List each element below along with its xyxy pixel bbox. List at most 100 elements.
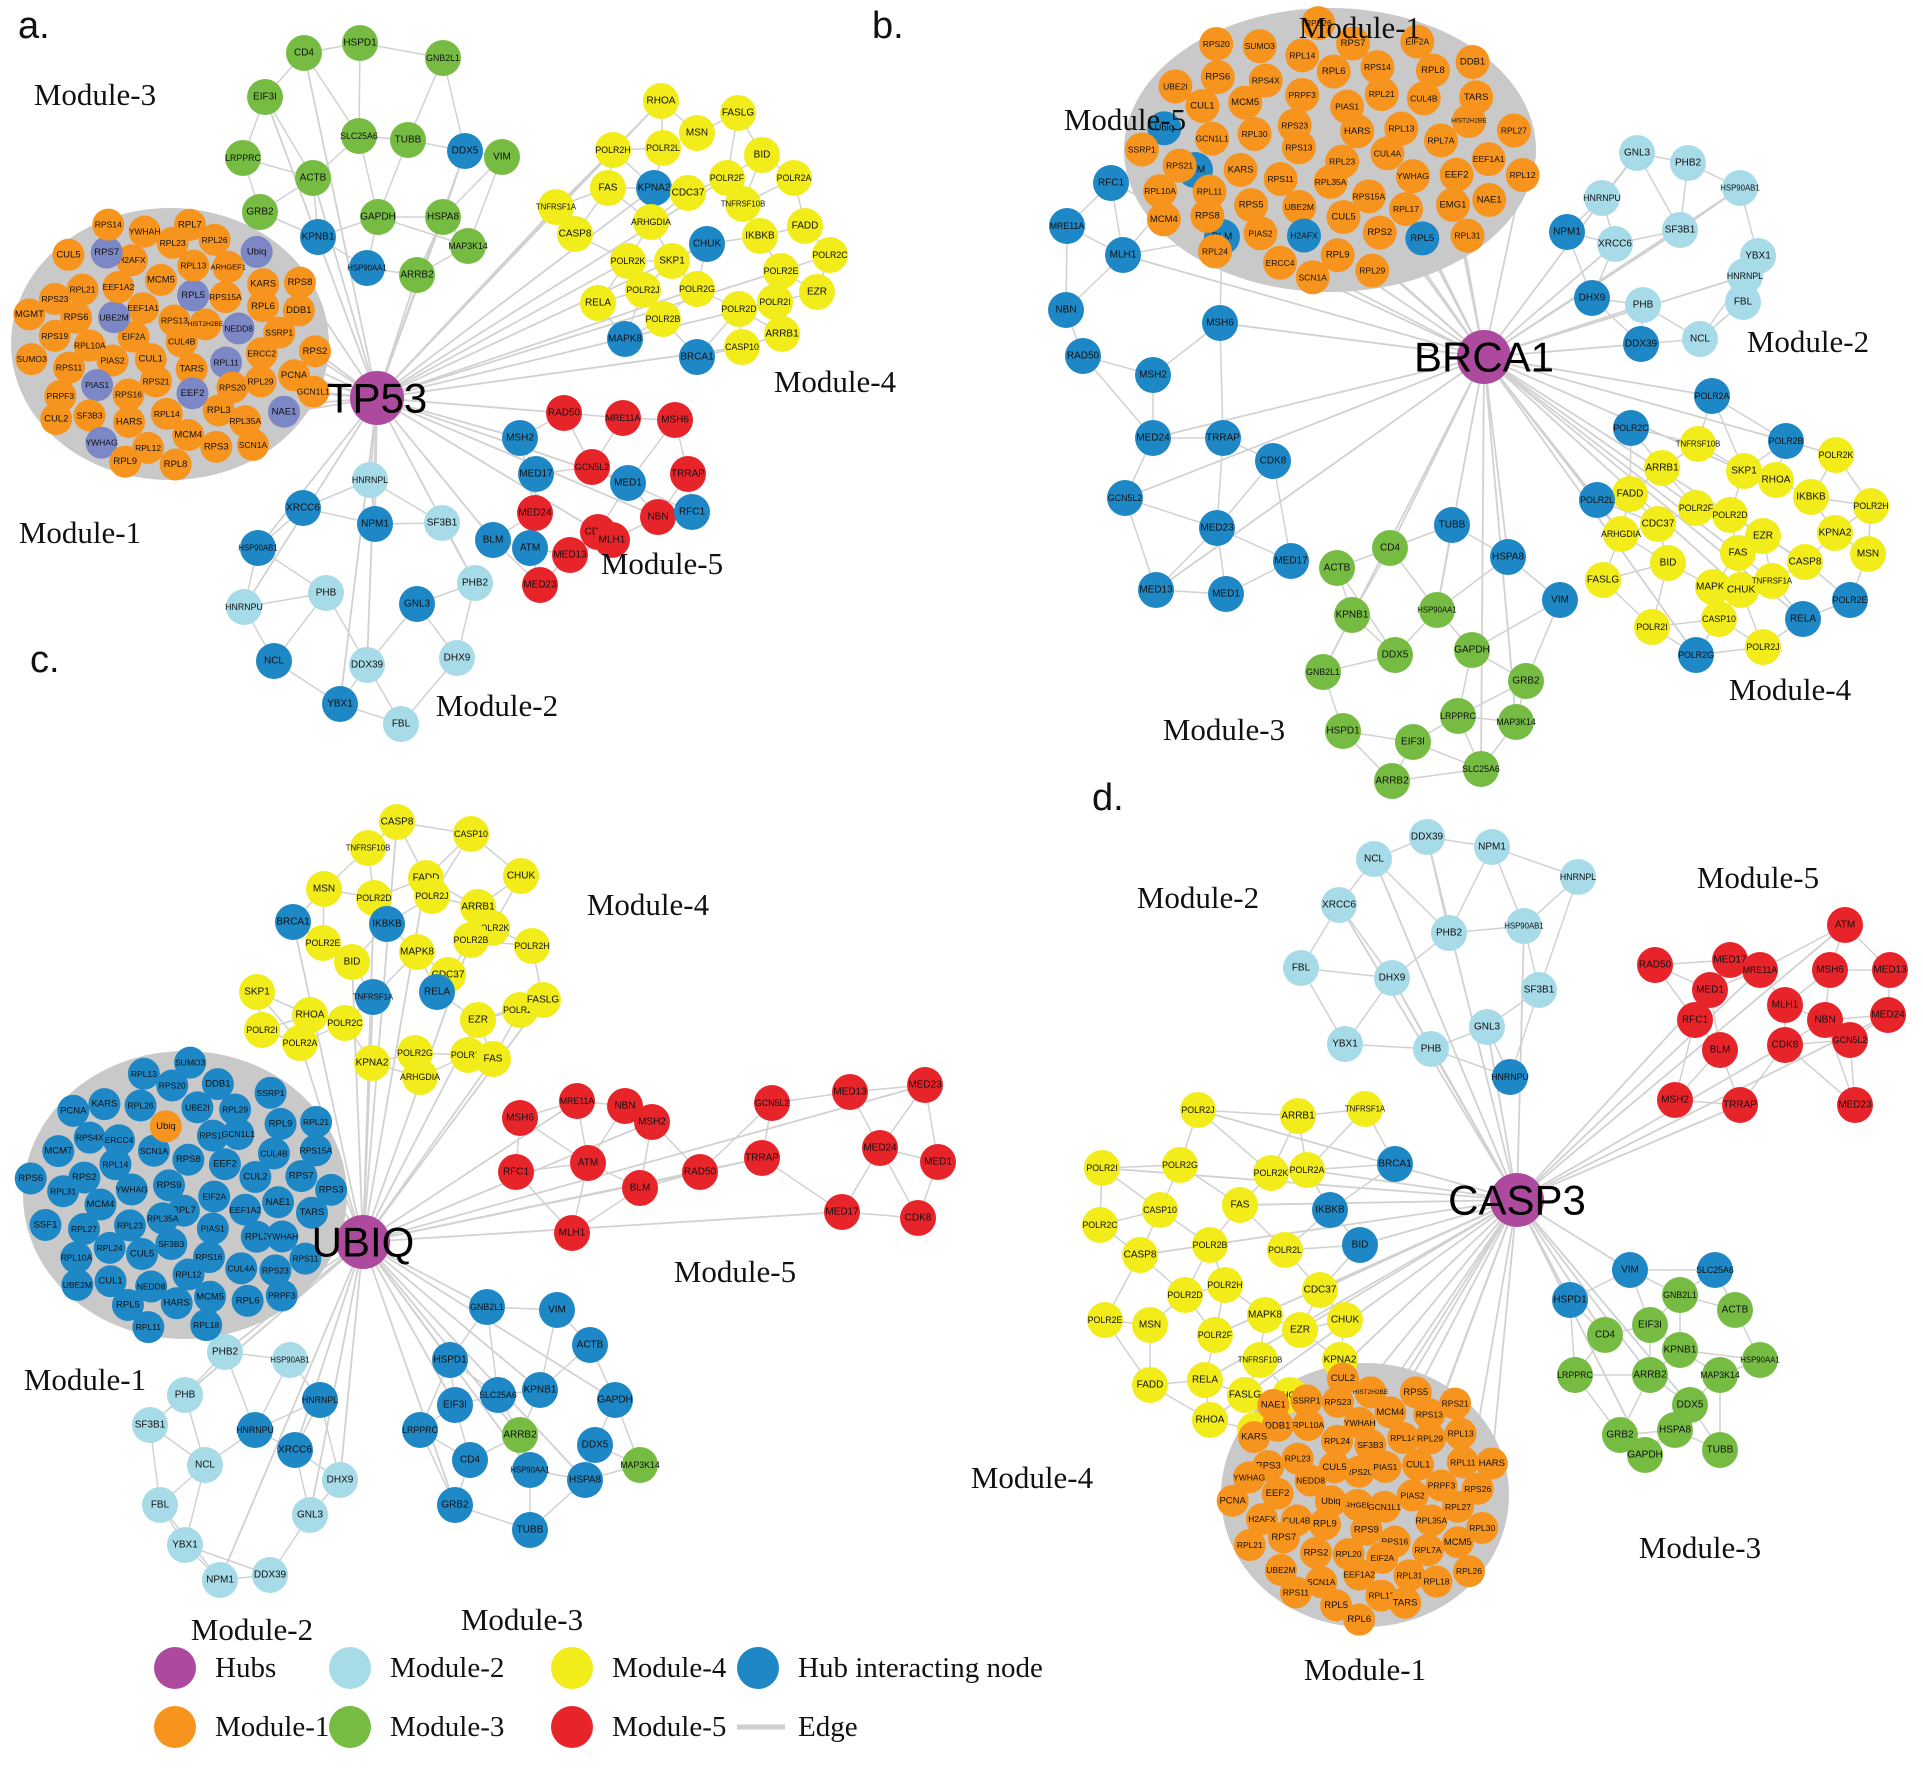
node-HSP90AA1: HSP90AA1 <box>347 250 387 286</box>
node-ATM: ATM <box>570 1145 606 1181</box>
svg-text:RPL29: RPL29 <box>248 376 274 386</box>
node-CUL5: CUL5 <box>126 1238 159 1271</box>
svg-text:YBX1: YBX1 <box>172 1540 198 1551</box>
node-ARRB1: ARRB1 <box>764 316 800 352</box>
node-PHB2: PHB2 <box>1670 145 1706 181</box>
node-RPL7A: RPL7A <box>1423 123 1458 158</box>
hub-UBIQ: UBIQ <box>312 1215 414 1269</box>
svg-text:RPL7: RPL7 <box>178 219 202 230</box>
svg-text:MAP3K14: MAP3K14 <box>620 1460 660 1470</box>
svg-text:POLR2K: POLR2K <box>475 923 510 933</box>
svg-text:SKP1: SKP1 <box>659 256 685 267</box>
node-HSP90AA1: HSP90AA1 <box>1740 1342 1780 1378</box>
svg-text:HSP90AB1: HSP90AB1 <box>270 1356 309 1365</box>
svg-text:LRPPRC: LRPPRC <box>402 1425 438 1435</box>
svg-text:Ubiq: Ubiq <box>1155 123 1175 134</box>
node-GCN5L2: GCN5L2 <box>1832 1022 1868 1058</box>
svg-text:HSPA8: HSPA8 <box>427 212 459 223</box>
node-NCL: NCL <box>1682 321 1718 357</box>
module-label-a: Module-5 <box>601 546 723 581</box>
node-HNRNPU: HNRNPU <box>225 589 263 625</box>
svg-text:EEF2: EEF2 <box>213 1159 237 1170</box>
svg-text:MSH6: MSH6 <box>1206 318 1234 329</box>
node-POLR2L: POLR2L <box>1267 1232 1303 1268</box>
svg-text:TNFRSF1A: TNFRSF1A <box>536 203 577 212</box>
svg-text:KPNB1: KPNB1 <box>1664 1345 1697 1356</box>
node-EEF1A2: EEF1A2 <box>1343 1558 1375 1591</box>
legend-label: Module-4 <box>612 1652 727 1684</box>
svg-text:NEDD8: NEDD8 <box>137 1282 166 1292</box>
node-MED17: MED17 <box>1712 942 1748 978</box>
legend-label: Hub interacting node <box>798 1652 1043 1684</box>
node-RPL17: RPL17 <box>1389 192 1424 227</box>
svg-text:EMG1: EMG1 <box>1439 199 1466 210</box>
node-SF3B1: SF3B1 <box>132 1407 168 1443</box>
svg-text:MAP3K14: MAP3K14 <box>1496 717 1536 727</box>
svg-text:TNFRSF1A: TNFRSF1A <box>1345 1105 1386 1114</box>
svg-text:MRE11A: MRE11A <box>1050 221 1085 231</box>
node-PRPF3: PRPF3 <box>265 1279 298 1312</box>
node-RELA: RELA <box>1187 1362 1223 1398</box>
node-SSRP1: SSRP1 <box>263 316 296 349</box>
node-POLR2K: POLR2K <box>610 243 646 279</box>
node-NBN: NBN <box>607 1088 643 1124</box>
node-GCN5L2: GCN5L2 <box>574 449 610 485</box>
legend-label: Module-5 <box>612 1711 726 1743</box>
node-MCM4: MCM4 <box>1374 1396 1407 1429</box>
node-RELA: RELA <box>1785 601 1821 637</box>
svg-text:KPNB1: KPNB1 <box>302 232 335 243</box>
svg-text:MLH1: MLH1 <box>1772 1000 1799 1011</box>
svg-text:RPL7A: RPL7A <box>1428 135 1455 145</box>
node-SSRP1: SSRP1 <box>254 1076 287 1109</box>
node-RHOA: RHOA <box>1192 1402 1228 1438</box>
svg-text:MED24: MED24 <box>1136 433 1170 444</box>
svg-text:CDC37: CDC37 <box>672 188 705 199</box>
svg-text:YBX1: YBX1 <box>1745 251 1771 262</box>
node-GCN1L1: GCN1L1 <box>1368 1490 1401 1523</box>
node-CASP8: CASP8 <box>557 216 593 252</box>
svg-text:MCM4: MCM4 <box>1150 214 1178 225</box>
node-CUL2: CUL2 <box>40 402 73 435</box>
node-KPNB1: KPNB1 <box>300 219 336 255</box>
node-TRRAP: TRRAP <box>1205 420 1241 456</box>
panel-letter-c: c. <box>30 639 60 681</box>
node-RPS11: RPS11 <box>1279 1576 1312 1609</box>
svg-text:RPS11: RPS11 <box>292 1254 319 1264</box>
module-label-d: Module-4 <box>971 1460 1094 1495</box>
svg-text:MED1: MED1 <box>614 478 642 489</box>
svg-text:RHOA: RHOA <box>647 96 676 107</box>
node-DDX39: DDX39 <box>252 1557 288 1593</box>
svg-text:POLR2H: POLR2H <box>1853 501 1888 511</box>
svg-text:MED17: MED17 <box>1713 955 1747 966</box>
svg-text:RPS4X: RPS4X <box>76 1133 104 1143</box>
svg-text:DDX39: DDX39 <box>1411 832 1444 843</box>
svg-text:NCL: NCL <box>1364 854 1384 865</box>
node-RPL21: RPL21 <box>66 273 99 306</box>
svg-text:ATM: ATM <box>578 1158 598 1169</box>
svg-text:POLR2H: POLR2H <box>514 941 549 951</box>
node-SSRP1: SSRP1 <box>1124 132 1159 167</box>
node-TNFRSF10B: TNFRSF10B <box>346 830 390 866</box>
node-RPL13: RPL13 <box>177 249 210 282</box>
node-RPL6: RPL6 <box>247 290 280 323</box>
svg-text:EIF2A: EIF2A <box>1371 1553 1395 1563</box>
node-YBX1: YBX1 <box>167 1527 203 1563</box>
svg-text:RPL31: RPL31 <box>1455 231 1481 241</box>
svg-text:MED17: MED17 <box>825 1207 859 1218</box>
node-KARS: KARS <box>88 1088 121 1121</box>
node-EEF2: EEF2 <box>208 1148 241 1181</box>
node-FBL: FBL <box>142 1487 178 1523</box>
svg-text:RELA: RELA <box>585 298 611 309</box>
node-CHUK: CHUK <box>1723 572 1759 608</box>
node-RPS2: RPS2 <box>299 335 332 368</box>
svg-text:MAPK8: MAPK8 <box>608 334 642 345</box>
node-RAD50: RAD50 <box>682 1154 718 1190</box>
svg-text:TUBB: TUBB <box>1707 1445 1734 1456</box>
svg-text:ARRB1: ARRB1 <box>1645 463 1679 474</box>
node-PCNA: PCNA <box>1216 1484 1249 1517</box>
node-RHOA: RHOA <box>292 997 328 1033</box>
svg-text:BID: BID <box>1352 1240 1369 1251</box>
svg-text:RPL3: RPL3 <box>207 405 231 416</box>
node-PRPF3: PRPF3 <box>1285 77 1320 112</box>
